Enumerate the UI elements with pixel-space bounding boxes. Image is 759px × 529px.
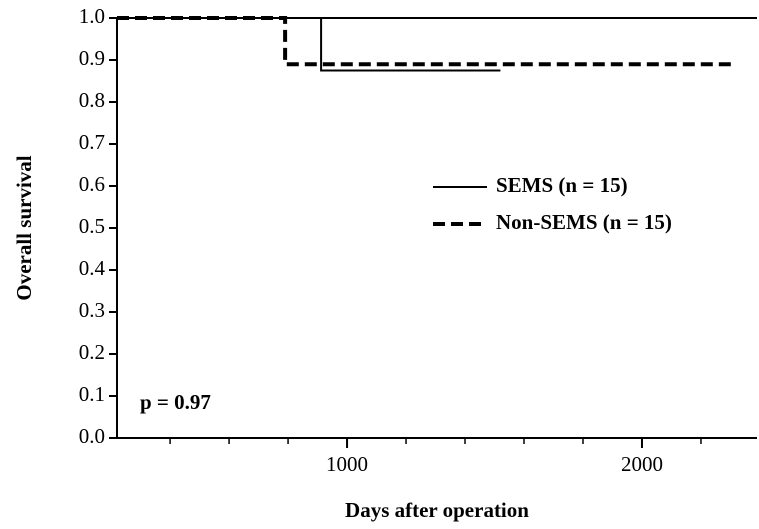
y-tick-label: 0.3 bbox=[79, 298, 105, 322]
annotation: p = 0.97 bbox=[140, 390, 211, 414]
y-tick-label: 0.9 bbox=[79, 46, 105, 70]
y-tick-label: 1.0 bbox=[79, 4, 105, 28]
legend-label: Non-SEMS (n = 15) bbox=[496, 210, 672, 234]
y-tick-label: 0.8 bbox=[79, 88, 105, 112]
y-tick-label: 0.5 bbox=[79, 214, 105, 238]
survival-line bbox=[117, 16, 737, 67]
y-tick-label: 0.1 bbox=[79, 382, 105, 406]
x-tick-label: 1000 bbox=[326, 452, 368, 476]
y-tick-label: 0.4 bbox=[79, 256, 106, 280]
x-tick-label: 2000 bbox=[621, 452, 663, 476]
y-axis-label: Overall survival bbox=[12, 155, 36, 300]
y-tick-label: 0.2 bbox=[79, 340, 105, 364]
legend-label: SEMS (n = 15) bbox=[496, 173, 628, 197]
y-tick-label: 0.0 bbox=[79, 424, 105, 448]
y-tick-label: 0.7 bbox=[79, 130, 105, 154]
x-axis-label: Days after operation bbox=[345, 498, 529, 522]
survival-line bbox=[117, 17, 501, 72]
y-tick-label: 0.6 bbox=[79, 172, 105, 196]
